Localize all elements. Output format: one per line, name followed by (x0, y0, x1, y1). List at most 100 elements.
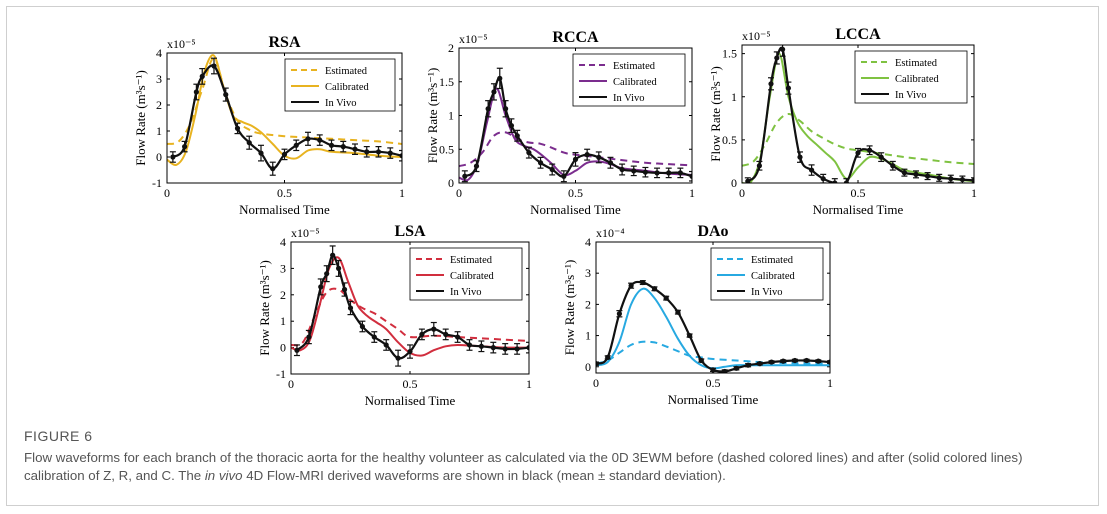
data-point (281, 151, 288, 157)
x-tick-label: 0 (456, 186, 462, 200)
data-point (341, 286, 348, 293)
data-point (768, 81, 774, 87)
data-point (478, 343, 484, 349)
data-point (971, 177, 974, 183)
legend-entry: In Vivo (450, 287, 482, 298)
series-estimated-line (167, 57, 402, 145)
chart-title: LSA (394, 223, 426, 240)
data-point (359, 323, 365, 330)
data-point (605, 354, 611, 361)
data-point (710, 367, 716, 373)
data-point (485, 106, 491, 112)
data-point (340, 144, 346, 150)
data-point (549, 166, 555, 173)
chart-rcca: RCCA x10⁻⁵ 0 0.5 1 0 0.5 1 1.5 2 Normalised Time Fl… (425, 29, 695, 217)
y-tick-label: 1.5 (722, 47, 737, 61)
data-point (596, 154, 602, 160)
data-point (722, 368, 728, 373)
y-tick-label: 0.5 (722, 133, 737, 147)
plot-area (596, 279, 830, 373)
data-point (619, 166, 625, 173)
legend-entry: In Vivo (751, 287, 783, 298)
data-point (318, 284, 324, 290)
y-exponent-label: x10⁻⁵ (742, 29, 771, 43)
series-calibrated-line (596, 287, 830, 370)
data-point (336, 265, 342, 271)
legend-entry: Calibrated (325, 82, 369, 93)
data-point (347, 305, 354, 311)
x-tick-label: 0.5 (568, 186, 583, 200)
y-tick-label: 2 (448, 41, 454, 55)
legend-entry: In Vivo (613, 93, 645, 104)
data-point (640, 279, 646, 286)
x-tick-label: 0 (288, 377, 294, 391)
y-tick-label: -1 (152, 176, 162, 190)
caption-part2: 4D Flow-MRI derived waveforms are shown … (242, 468, 726, 483)
data-point (317, 137, 323, 143)
chart-title: RSA (268, 34, 300, 51)
data-point (780, 358, 786, 364)
data-point (596, 361, 599, 367)
data-point (497, 75, 503, 81)
data-point (913, 171, 919, 177)
axes-box (741, 44, 975, 184)
y-tick-label: 1 (156, 124, 162, 138)
x-tick-label: 0.5 (851, 186, 866, 200)
y-exponent-label: x10⁻⁴ (596, 226, 625, 240)
y-tick-label: 4 (280, 235, 286, 249)
data-point (572, 156, 579, 162)
y-tick-label: 2 (280, 288, 286, 302)
series-estimated-line (742, 113, 974, 167)
y-exponent-label: x10⁻⁵ (459, 32, 488, 46)
y-tick-label: 1 (448, 109, 454, 123)
y-exponent-label: x10⁻⁵ (291, 226, 320, 240)
data-point (820, 176, 826, 182)
data-point (745, 362, 751, 368)
y-tick-label: 3 (156, 72, 162, 86)
y-tick-label: 3 (585, 266, 591, 280)
data-point (537, 160, 544, 166)
legend-entry: Calibrated (751, 271, 795, 282)
y-tick-label: 1 (731, 90, 737, 104)
data-point (508, 123, 515, 129)
data-point (797, 154, 803, 160)
y-tick-label: 0 (156, 150, 162, 164)
data-point (193, 89, 199, 95)
series-calibrated-line (291, 256, 529, 357)
chart-title: DAo (697, 223, 728, 240)
figure-label: FIGURE 6 (24, 428, 93, 444)
data-point (466, 342, 473, 348)
data-point (698, 357, 704, 364)
data-point (768, 359, 775, 365)
plot-area (459, 67, 692, 183)
data-point (490, 345, 496, 351)
data-point (561, 173, 567, 179)
data-point (792, 357, 798, 364)
plot-area (291, 245, 529, 367)
data-point (774, 55, 780, 61)
y-tick-label: -1 (276, 367, 286, 381)
data-point (258, 150, 264, 156)
x-axis-label: Normalised Time (365, 393, 456, 408)
x-axis-label: Normalised Time (668, 392, 759, 407)
data-point (491, 89, 497, 95)
data-point (246, 140, 252, 146)
data-point (654, 170, 660, 176)
y-tick-label: 0 (448, 176, 454, 190)
legend-entry: Estimated (450, 255, 493, 266)
x-axis-label: Normalised Time (239, 202, 330, 217)
caption-italic: in vivo (204, 468, 243, 483)
data-point (514, 346, 520, 352)
caption-part1: Flow waveforms for each branch of the th… (24, 450, 1023, 483)
legend-entry: In Vivo (895, 90, 927, 101)
y-axis-label: Flow Rate (m³s⁻¹) (425, 68, 440, 164)
x-tick-label: 1 (971, 186, 977, 200)
data-point (666, 170, 672, 176)
figure-caption: Flow waveforms for each branch of the th… (24, 449, 1074, 485)
axes-box (166, 52, 403, 184)
y-tick-label: 0 (280, 341, 286, 355)
y-tick-label: 2 (585, 297, 591, 311)
plot-area (167, 54, 402, 176)
legend: Estimated Calibrated In Vivo (409, 247, 523, 301)
